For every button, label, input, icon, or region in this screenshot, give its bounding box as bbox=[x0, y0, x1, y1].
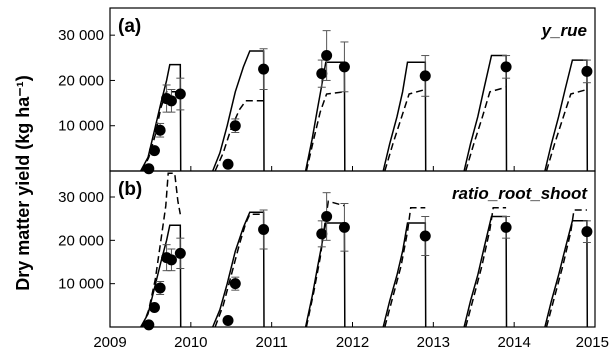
dashed-series-line bbox=[214, 213, 264, 328]
x-tick-label: 2010 bbox=[174, 334, 207, 351]
observed-point bbox=[321, 211, 333, 222]
y-axis-title: Dry matter yield (kg ha⁻¹) bbox=[13, 75, 33, 291]
observed-point bbox=[143, 163, 155, 175]
solid-series-line bbox=[212, 211, 265, 328]
observed-point bbox=[174, 88, 186, 100]
solid-series-line bbox=[304, 222, 346, 328]
observed-point bbox=[581, 65, 593, 77]
panel-label: (a) bbox=[118, 16, 141, 37]
observed-point bbox=[316, 68, 328, 80]
dashed-series-line bbox=[545, 88, 588, 172]
observed-point bbox=[222, 315, 234, 326]
observed-point bbox=[222, 158, 234, 170]
x-tick-label: 2011 bbox=[256, 334, 288, 351]
x-tick-label: 2009 bbox=[93, 334, 126, 351]
solid-series-line bbox=[304, 61, 346, 172]
observed-point bbox=[419, 230, 431, 242]
dashed-series-line bbox=[464, 86, 507, 172]
dashed-series-line bbox=[384, 88, 426, 172]
dashed-series-line bbox=[384, 207, 426, 328]
y-tick-label: 30 000 bbox=[58, 189, 104, 206]
observed-point bbox=[154, 282, 166, 294]
y-tick-label: 30 000 bbox=[58, 27, 104, 44]
panel-label: (b) bbox=[118, 179, 142, 200]
solid-series-line bbox=[140, 63, 182, 172]
x-tick-label: 2012 bbox=[336, 334, 369, 351]
observed-point bbox=[143, 319, 155, 331]
observed-point bbox=[154, 124, 166, 136]
observed-point bbox=[500, 61, 512, 73]
observed-point bbox=[581, 226, 593, 238]
observed-point bbox=[500, 221, 512, 233]
observed-point bbox=[338, 61, 350, 73]
dashed-series-line bbox=[141, 91, 181, 172]
observed-point bbox=[258, 63, 270, 75]
dashed-series-line bbox=[141, 172, 182, 328]
panel-a: 10 000 20 000 30 000 (a) y_rue bbox=[58, 7, 596, 175]
observed-point bbox=[174, 247, 186, 259]
observed-point bbox=[165, 254, 177, 266]
y-tick-label: 10 000 bbox=[58, 118, 104, 135]
observed-point bbox=[321, 50, 333, 62]
panel-name: ratio_root_shoot bbox=[452, 184, 588, 203]
panel-b: 10 000 20 000 30 000 2009 2010 2011 2012 2013 20… bbox=[58, 170, 609, 351]
y-tick-label: 20 000 bbox=[58, 72, 104, 89]
observed-point bbox=[258, 224, 270, 235]
x-tick-label: 2015 bbox=[576, 334, 609, 351]
observed-point bbox=[229, 278, 241, 290]
dashed-series-line bbox=[545, 209, 587, 328]
observed-point bbox=[165, 95, 177, 107]
x-tick-label: 2013 bbox=[417, 334, 450, 351]
observed-point bbox=[316, 228, 328, 240]
x-tick-label: 2014 bbox=[497, 334, 530, 351]
y-tick-label: 20 000 bbox=[58, 232, 104, 249]
y-tick-label: 10 000 bbox=[58, 276, 104, 293]
dashed-series-line bbox=[214, 100, 264, 172]
dashed-series-line bbox=[464, 207, 507, 328]
panel-name: y_rue bbox=[541, 21, 587, 40]
observed-point bbox=[229, 120, 241, 132]
dashed-series-line bbox=[305, 91, 345, 172]
dashed-series-line bbox=[305, 200, 345, 328]
observed-point bbox=[148, 302, 160, 313]
observed-point bbox=[338, 221, 350, 233]
solid-series-line bbox=[212, 50, 265, 172]
observed-point bbox=[148, 145, 160, 157]
observed-point bbox=[419, 70, 431, 82]
